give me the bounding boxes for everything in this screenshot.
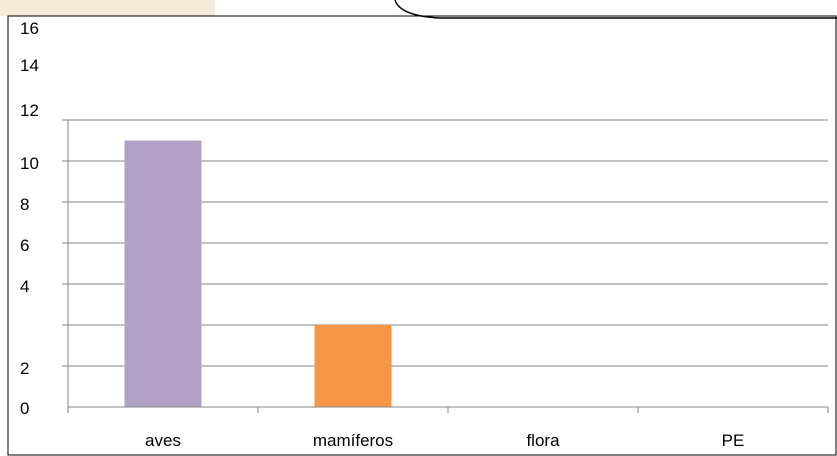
x-axis: aves mamíferos flora PE xyxy=(67,406,829,450)
y-axis-ticks: 0 2 4 6 8 10 12 14 16 xyxy=(20,19,39,418)
chart-border xyxy=(7,15,837,456)
background-image-fragment xyxy=(0,0,215,16)
y-tick-label: 2 xyxy=(20,359,29,378)
x-tick-label: PE xyxy=(722,431,745,450)
bar-mamíferos xyxy=(314,325,392,407)
x-tick-label: aves xyxy=(145,431,181,450)
y-tick-label: 0 xyxy=(20,399,29,418)
bars xyxy=(124,140,392,407)
y-tick-label: 6 xyxy=(20,236,29,255)
y-tick-label: 4 xyxy=(20,277,29,296)
y-tick-label: 10 xyxy=(20,154,39,173)
bar-aves xyxy=(124,140,202,407)
y-tick-label: 12 xyxy=(20,101,39,120)
callout-shape xyxy=(394,0,837,19)
y-tick-label: 14 xyxy=(20,56,39,75)
x-tick-label: mamíferos xyxy=(313,431,393,450)
y-tick-label: 16 xyxy=(20,19,39,38)
x-tick-label: flora xyxy=(526,431,560,450)
y-tick-label: 8 xyxy=(20,195,29,214)
